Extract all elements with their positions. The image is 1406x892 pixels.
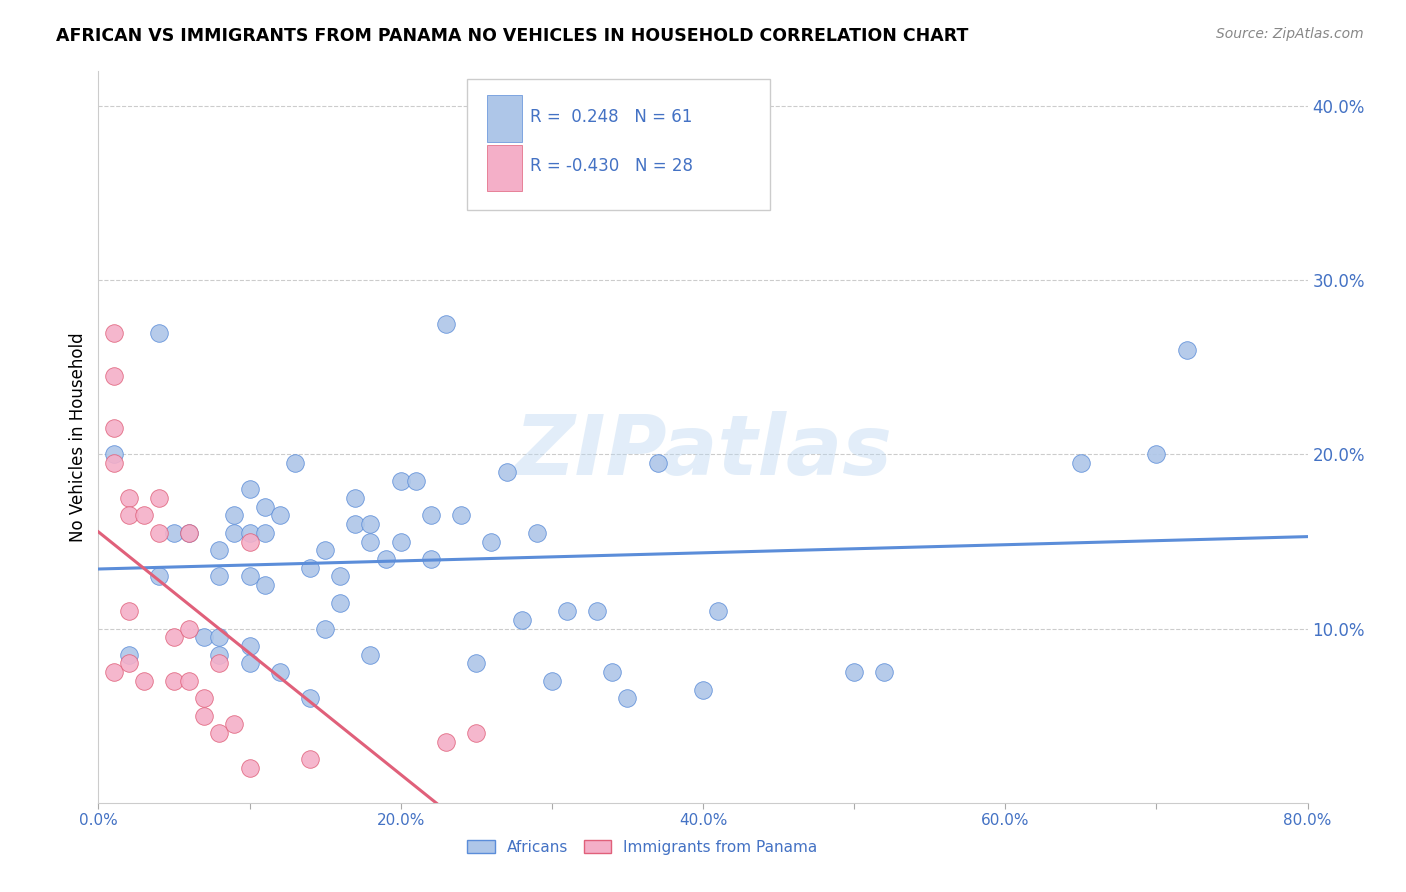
Point xyxy=(253,500,276,514)
Point xyxy=(148,326,170,340)
Point xyxy=(405,474,427,488)
Point xyxy=(284,456,307,470)
Point xyxy=(586,604,609,618)
Point xyxy=(224,717,246,731)
Point xyxy=(103,448,125,462)
Point xyxy=(179,673,201,688)
Point xyxy=(193,708,215,723)
Point xyxy=(299,691,322,706)
Point xyxy=(208,648,231,662)
Point xyxy=(239,534,262,549)
Point xyxy=(239,525,262,540)
Point xyxy=(434,317,457,331)
Point xyxy=(193,691,215,706)
Point xyxy=(148,491,170,505)
FancyBboxPatch shape xyxy=(467,78,769,211)
Point xyxy=(465,657,488,671)
Point xyxy=(707,604,730,618)
Point xyxy=(269,508,291,523)
Point xyxy=(299,560,322,574)
Point xyxy=(239,639,262,653)
Point xyxy=(148,525,170,540)
Point xyxy=(103,421,125,435)
Point xyxy=(873,665,896,680)
Point xyxy=(329,569,352,583)
Point xyxy=(389,474,412,488)
Point xyxy=(239,483,262,497)
Point xyxy=(163,673,186,688)
Point xyxy=(314,543,336,558)
Point xyxy=(692,682,714,697)
Point xyxy=(224,525,246,540)
Point xyxy=(481,534,503,549)
Point xyxy=(299,752,322,766)
Point xyxy=(1175,343,1198,357)
Point xyxy=(253,525,276,540)
Point xyxy=(389,534,412,549)
Point xyxy=(103,456,125,470)
Point xyxy=(208,657,231,671)
Y-axis label: No Vehicles in Household: No Vehicles in Household xyxy=(69,332,87,542)
Point xyxy=(148,569,170,583)
Legend: Africans, Immigrants from Panama: Africans, Immigrants from Panama xyxy=(461,834,824,861)
Point xyxy=(118,508,141,523)
Point xyxy=(510,613,533,627)
Point xyxy=(329,595,352,609)
Point xyxy=(374,552,396,566)
Point xyxy=(450,508,472,523)
Point xyxy=(118,604,141,618)
Point xyxy=(602,665,624,680)
Point xyxy=(314,622,336,636)
Point xyxy=(118,491,141,505)
Point xyxy=(179,622,201,636)
Point xyxy=(103,369,125,384)
FancyBboxPatch shape xyxy=(486,145,522,191)
Point xyxy=(179,525,201,540)
Point xyxy=(193,631,215,645)
Point xyxy=(1144,448,1167,462)
Point xyxy=(269,665,291,680)
Point xyxy=(344,517,367,532)
Point xyxy=(1070,456,1092,470)
Text: R = -0.430   N = 28: R = -0.430 N = 28 xyxy=(530,158,693,176)
Point xyxy=(208,543,231,558)
Point xyxy=(239,761,262,775)
Point xyxy=(420,508,443,523)
Text: ZIPatlas: ZIPatlas xyxy=(515,411,891,492)
Point xyxy=(132,673,155,688)
Point xyxy=(239,657,262,671)
Point xyxy=(208,569,231,583)
Point xyxy=(540,673,562,688)
Point xyxy=(224,508,246,523)
Point xyxy=(844,665,866,680)
Text: R =  0.248   N = 61: R = 0.248 N = 61 xyxy=(530,108,693,126)
Point xyxy=(344,491,367,505)
Point xyxy=(360,517,382,532)
Point xyxy=(434,735,457,749)
Point xyxy=(647,456,669,470)
Point xyxy=(208,631,231,645)
Point xyxy=(616,691,638,706)
Point xyxy=(163,631,186,645)
Point xyxy=(495,465,517,479)
Point xyxy=(555,604,578,618)
Point xyxy=(118,657,141,671)
Point xyxy=(163,525,186,540)
Point xyxy=(420,552,443,566)
Point xyxy=(360,648,382,662)
Point xyxy=(118,648,141,662)
Point xyxy=(360,534,382,549)
Point xyxy=(465,726,488,740)
Point xyxy=(239,569,262,583)
Point xyxy=(253,578,276,592)
Point xyxy=(132,508,155,523)
FancyBboxPatch shape xyxy=(486,95,522,143)
Point xyxy=(208,726,231,740)
Text: Source: ZipAtlas.com: Source: ZipAtlas.com xyxy=(1216,27,1364,41)
Point xyxy=(103,665,125,680)
Point xyxy=(103,326,125,340)
Point xyxy=(526,525,548,540)
Text: AFRICAN VS IMMIGRANTS FROM PANAMA NO VEHICLES IN HOUSEHOLD CORRELATION CHART: AFRICAN VS IMMIGRANTS FROM PANAMA NO VEH… xyxy=(56,27,969,45)
Point xyxy=(179,525,201,540)
